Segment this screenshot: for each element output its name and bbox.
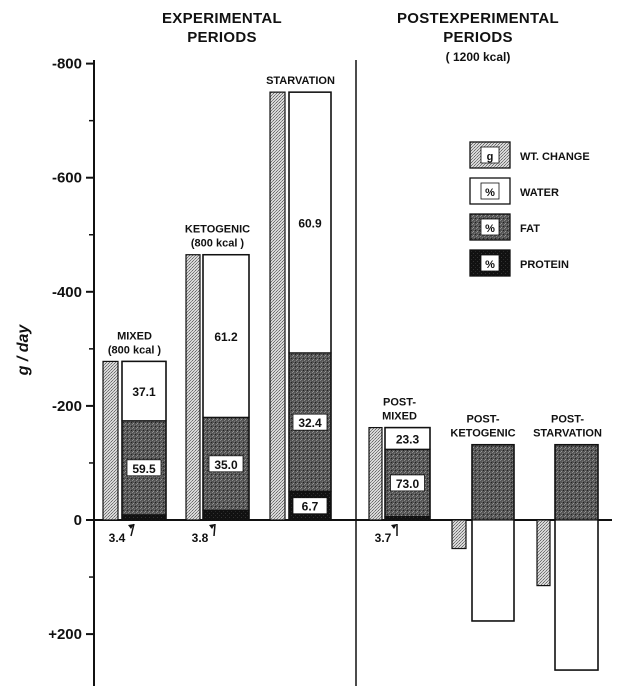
protein-pointer-arrow [130, 523, 135, 537]
header-post-line-2: PERIODS [443, 29, 513, 46]
segment-label-box [390, 430, 425, 447]
header-postexperimental: POSTEXPERIMENTAL PERIODS ( 1200 kcal) [397, 10, 559, 64]
protein-pointer-arrowhead [209, 524, 215, 529]
bar-stack-outline [121, 360, 167, 521]
bar-wt-change [102, 360, 119, 521]
bar-labels: 59.5 37.1 MIXED (800 kcal ) 3.4 35.0 61.2 KETOG… [108, 75, 602, 545]
header-experimental: EXPERIMENTAL PERIODS [162, 10, 282, 46]
segment-label-box [209, 328, 243, 345]
protein-pointer-label: 3.8 [192, 531, 209, 545]
group-name: MIXED [117, 330, 152, 342]
segment-label-box [292, 497, 328, 515]
y-tick-label: -800 [52, 56, 82, 73]
header-post-line-1: POSTEXPERIMENTAL [397, 10, 559, 27]
segment-label: 59.5 [132, 462, 156, 476]
group-name: MIXED [382, 411, 417, 423]
group-name: STARVATION [266, 75, 335, 87]
segment-label-box [126, 459, 162, 477]
legend-symbol-box [480, 182, 500, 200]
legend-label: WATER [520, 187, 559, 199]
bar-wt-change [185, 254, 201, 521]
segment-label: 35.0 [214, 458, 238, 472]
bar-wt-change [536, 519, 551, 587]
group-name: KETOGENIC [185, 224, 250, 236]
segment-label: 6.7 [302, 500, 319, 514]
segment-label: 37.1 [132, 385, 156, 399]
legend-label: PROTEIN [520, 259, 569, 271]
protein-pointer-arrowhead [128, 524, 134, 529]
y-tick-label: +200 [48, 626, 82, 643]
bars [102, 91, 599, 671]
segment-label: 23.3 [396, 432, 420, 446]
bar-wt-change [451, 519, 467, 550]
segment-label: 73.0 [396, 477, 420, 491]
y-tick-label: -600 [52, 170, 82, 187]
group-name: STARVATION [533, 428, 602, 440]
legend-symbol: % [485, 187, 495, 199]
segment-label: 60.9 [298, 216, 322, 230]
bar-segment-fat [471, 444, 515, 521]
protein-pointer-arrow [213, 523, 216, 537]
bar-wt-change [368, 426, 383, 521]
bar-stack-outline [288, 91, 332, 521]
legend-symbol-box [480, 218, 500, 236]
segment-label-box [292, 413, 328, 431]
segment-label: 32.4 [298, 416, 322, 430]
group-name: KETOGENIC [450, 428, 515, 440]
group-name: POST- [551, 414, 584, 426]
y-tick-label: -400 [52, 284, 82, 301]
group-name: POST- [383, 397, 416, 409]
legend-symbol: % [485, 223, 495, 235]
segment-label-box [390, 474, 425, 492]
segment-label-box [127, 383, 161, 400]
segment-label: 61.2 [214, 330, 238, 344]
legend-label: FAT [520, 223, 540, 235]
legend-symbol-box [480, 254, 500, 272]
group-name: (800 kcal ) [191, 238, 245, 250]
y-axis-ticks: -800 -600 -400 -200 0 +200 [48, 56, 94, 643]
legend-swatch-wt [469, 141, 511, 169]
header-experimental-line-1: EXPERIMENTAL [162, 10, 282, 27]
y-axis-label: g / day [15, 324, 32, 377]
legend: g WT. CHANGE% WATER% FAT% PROTEIN [469, 141, 590, 277]
protein-pointer-label: 3.4 [109, 531, 126, 545]
bar-stack-outline [202, 253, 250, 521]
legend-symbol: % [485, 259, 495, 271]
legend-symbol-box [480, 146, 500, 164]
y-tick-label: -200 [52, 398, 82, 415]
bar-wt-change [269, 91, 286, 521]
bar-segment-protein [121, 514, 167, 521]
bar-segment-protein [202, 509, 250, 521]
bar-segment-fat [554, 444, 599, 521]
bar-stack-outline [471, 443, 515, 622]
legend-label: WT. CHANGE [520, 151, 590, 163]
bar-segment-water [471, 519, 515, 622]
y-tick-label: 0 [74, 512, 82, 529]
segment-label-box [293, 214, 327, 231]
group-name: POST- [466, 414, 499, 426]
header-experimental-line-2: PERIODS [187, 29, 257, 46]
protein-pointer-label: 3.7 [375, 531, 392, 545]
bar-segment-water [554, 519, 599, 671]
header-post-line-3: ( 1200 kcal) [446, 50, 511, 64]
protein-pointer-arrowhead [391, 524, 397, 529]
legend-symbol: g [487, 151, 494, 163]
bar-stack-outline [384, 426, 431, 521]
group-name: (800 kcal ) [108, 344, 162, 356]
bar-stack-outline [554, 443, 599, 671]
segment-label-box [208, 455, 244, 473]
